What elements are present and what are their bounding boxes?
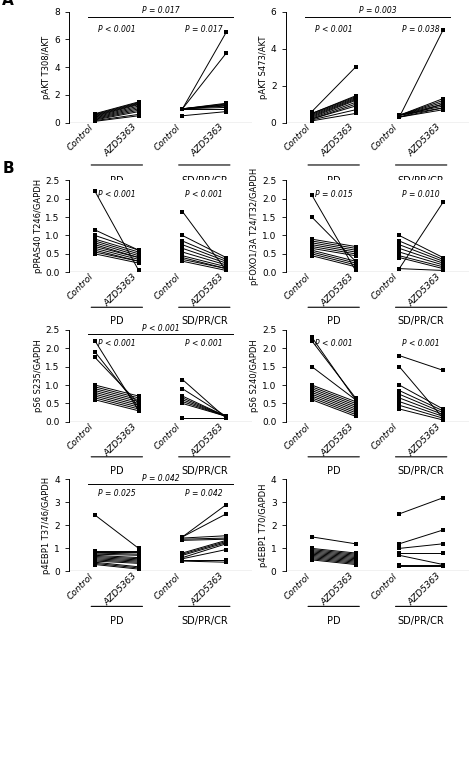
Y-axis label: pS6 S235/GAPDH: pS6 S235/GAPDH (34, 339, 43, 413)
Y-axis label: p4EBP1 T37/46/GAPDH: p4EBP1 T37/46/GAPDH (42, 477, 51, 574)
Text: PD: PD (110, 176, 124, 186)
Y-axis label: p4EBP1 T70/GAPDH: p4EBP1 T70/GAPDH (259, 484, 268, 567)
Text: P < 0.001: P < 0.001 (98, 25, 136, 34)
Text: P = 0.025: P = 0.025 (98, 489, 136, 498)
Text: P < 0.001: P < 0.001 (185, 189, 223, 199)
Text: P = 0.017: P = 0.017 (142, 6, 179, 15)
Text: P = 0.042: P = 0.042 (185, 489, 223, 498)
Text: P = 0.015: P = 0.015 (315, 189, 353, 199)
Text: P = 0.017: P = 0.017 (185, 25, 223, 34)
Text: SD/PR/CR: SD/PR/CR (398, 466, 445, 476)
Text: P = 0.038: P = 0.038 (402, 25, 440, 34)
Text: SD/PR/CR: SD/PR/CR (181, 616, 228, 626)
Text: PD: PD (327, 616, 340, 626)
Text: P < 0.001: P < 0.001 (185, 339, 223, 348)
Text: P = 0.042: P = 0.042 (142, 473, 179, 482)
Text: P < 0.001: P < 0.001 (98, 189, 136, 199)
Text: SD/PR/CR: SD/PR/CR (181, 317, 228, 327)
Y-axis label: pFOXO1/3A T24/T32/GAPDH: pFOXO1/3A T24/T32/GAPDH (250, 168, 259, 285)
Y-axis label: pS6 S240/GAPDH: pS6 S240/GAPDH (250, 340, 259, 412)
Text: SD/PR/CR: SD/PR/CR (398, 616, 445, 626)
Text: P < 0.001: P < 0.001 (98, 339, 136, 348)
Text: P < 0.001: P < 0.001 (315, 25, 353, 34)
Text: PD: PD (110, 466, 124, 476)
Text: SD/PR/CR: SD/PR/CR (398, 317, 445, 327)
Text: B: B (2, 161, 14, 176)
Text: PD: PD (327, 466, 340, 476)
Text: SD/PR/CR: SD/PR/CR (181, 466, 228, 476)
Text: PD: PD (327, 176, 340, 186)
Text: P = 0.003: P = 0.003 (359, 6, 396, 15)
Text: P < 0.001: P < 0.001 (142, 324, 179, 333)
Text: PD: PD (110, 616, 124, 626)
Text: PD: PD (110, 317, 124, 327)
Text: A: A (2, 0, 14, 8)
Text: PD: PD (327, 317, 340, 327)
Text: P < 0.001: P < 0.001 (402, 339, 440, 348)
Y-axis label: pAKT S473/AKT: pAKT S473/AKT (259, 35, 268, 99)
Y-axis label: pAKT T308/AKT: pAKT T308/AKT (42, 35, 51, 99)
Text: P < 0.001: P < 0.001 (315, 339, 353, 348)
Text: SD/PR/CR: SD/PR/CR (181, 176, 228, 186)
Text: SD/PR/CR: SD/PR/CR (398, 176, 445, 186)
Y-axis label: pPRAS40 T246/GAPDH: pPRAS40 T246/GAPDH (34, 179, 43, 273)
Text: P = 0.010: P = 0.010 (402, 189, 440, 199)
